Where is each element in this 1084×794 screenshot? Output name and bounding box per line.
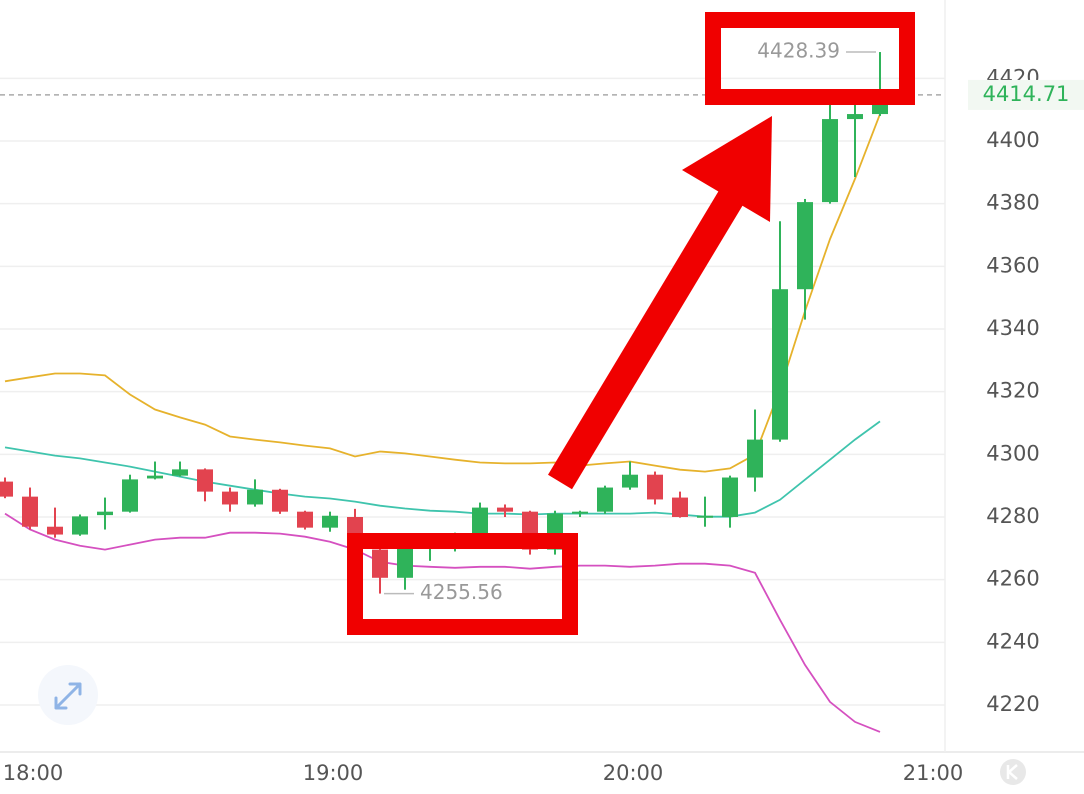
candle-body (122, 479, 138, 512)
highlight-box (347, 533, 578, 635)
y-tick-label: 4340 (986, 316, 1039, 340)
last-price-bg (968, 79, 1084, 110)
candle-body (772, 289, 788, 440)
highlight-box (705, 12, 915, 105)
candle-body (572, 511, 588, 514)
y-tick-label: 4220 (986, 692, 1039, 716)
candle-body (722, 477, 738, 517)
candle-body (47, 526, 63, 535)
y-tick-label: 4400 (986, 128, 1039, 152)
candle-body (322, 515, 338, 528)
kline-icon[interactable] (1000, 759, 1026, 785)
candle-body (497, 507, 513, 512)
y-tick-label: 4320 (986, 379, 1039, 403)
candle-body (472, 507, 488, 535)
candle-body (72, 516, 88, 535)
y-tick-label: 4240 (986, 629, 1039, 653)
low-label: 4255.56 (420, 580, 503, 604)
candle-body (847, 114, 863, 120)
candle-body (697, 515, 713, 518)
candle-body (397, 547, 413, 578)
candle-body (97, 511, 113, 516)
x-tick-label: 21:00 (903, 761, 964, 785)
candle-body (597, 487, 613, 512)
arrow-head (682, 116, 772, 222)
expand-icon[interactable] (38, 665, 98, 725)
last-price-label: 4414.71 (983, 82, 1070, 106)
candle-body (247, 489, 263, 505)
candle-body (272, 489, 288, 512)
candle-body (672, 497, 688, 517)
candle-body (147, 475, 163, 479)
arrow-shaft (548, 178, 750, 490)
candle-body (747, 439, 763, 478)
candle-body (622, 474, 638, 488)
x-tick-label: 19:00 (303, 761, 364, 785)
highlight-overlay (347, 12, 915, 635)
candle-body (297, 511, 313, 528)
y-tick-label: 4260 (986, 567, 1039, 591)
candle-body (372, 549, 388, 578)
candle-body (197, 469, 213, 492)
band-line (4, 113, 881, 473)
y-tick-label: 4300 (986, 441, 1039, 465)
candle-body (222, 491, 238, 505)
y-tick-label: 4380 (986, 191, 1039, 215)
candle-body (0, 481, 13, 497)
y-tick-label: 4280 (986, 504, 1039, 528)
candle-body (797, 202, 813, 290)
candle-body (22, 496, 38, 527)
candle-body (822, 119, 838, 203)
candle-body (647, 474, 663, 500)
x-tick-label: 18:00 (3, 761, 64, 785)
band-line (4, 512, 881, 733)
high-label: 4428.39 (757, 39, 840, 63)
candle-body (172, 469, 188, 476)
y-tick-label: 4360 (986, 253, 1039, 277)
x-tick-label: 20:00 (603, 761, 664, 785)
